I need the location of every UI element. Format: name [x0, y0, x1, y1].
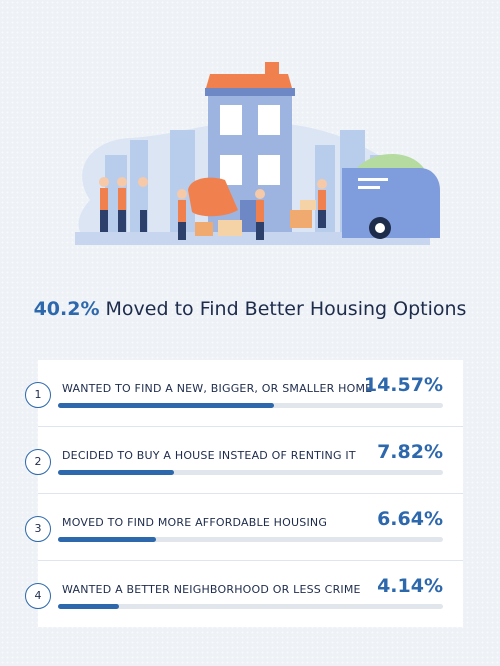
rank-badge: 4: [25, 583, 51, 609]
bar-fill: [58, 470, 174, 475]
reason-row: 3 MOVED TO FIND MORE AFFORDABLE HOUSING 6.…: [25, 494, 463, 561]
reason-value: 14.57%: [363, 374, 443, 396]
bar-track: [58, 537, 443, 542]
rank-badge: 2: [25, 449, 51, 475]
moving-day-illustration: [75, 62, 440, 245]
bar-fill: [58, 537, 157, 542]
reason-value: 6.64%: [377, 508, 443, 530]
reason-row: 1 WANTED TO FIND A NEW, BIGGER, OR SMALLE…: [25, 360, 463, 427]
bar-track: [58, 604, 443, 609]
bar-track: [58, 470, 443, 475]
rank-badge: 3: [25, 516, 51, 542]
rank-badge: 1: [25, 382, 51, 408]
reason-label: DECIDED TO BUY A HOUSE INSTEAD OF RENTIN…: [62, 449, 356, 462]
reasons-list: 1 WANTED TO FIND A NEW, BIGGER, OR SMALLE…: [25, 360, 463, 627]
bar-fill: [58, 604, 120, 609]
headline-text: Moved to Find Better Housing Options: [99, 298, 467, 320]
reason-value: 4.14%: [377, 575, 443, 597]
reason-label: WANTED A BETTER NEIGHBORHOOD OR LESS CRI…: [62, 583, 361, 596]
headline-percentage: 40.2%: [33, 298, 100, 320]
reason-row: 4 WANTED A BETTER NEIGHBORHOOD OR LESS CR…: [25, 561, 463, 627]
reason-value: 7.82%: [377, 441, 443, 463]
reason-label: MOVED TO FIND MORE AFFORDABLE HOUSING: [62, 516, 328, 529]
bar-track: [58, 403, 443, 408]
reason-label: WANTED TO FIND A NEW, BIGGER, OR SMALLER…: [62, 382, 373, 395]
bar-fill: [58, 403, 274, 408]
headline: 40.2% Moved to Find Better Housing Optio…: [0, 298, 500, 320]
reason-row: 2 DECIDED TO BUY A HOUSE INSTEAD OF RENTI…: [25, 427, 463, 494]
